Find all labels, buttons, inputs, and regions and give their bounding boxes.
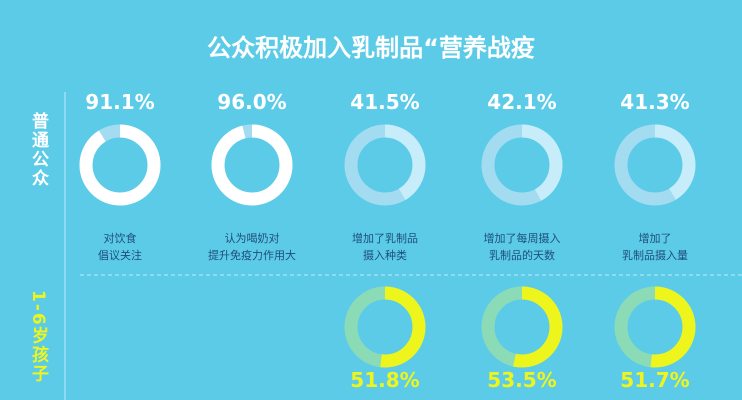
value-label: 41.5% (350, 90, 420, 114)
donut-arc (481, 286, 563, 368)
value-label: 41.3% (620, 90, 690, 114)
caption: 增加了每周摄入 乳制品的天数 (483, 232, 561, 262)
caption: 增加了 乳制品摄入量 (622, 232, 688, 262)
value-label: 51.7% (620, 368, 690, 392)
donut-arc (344, 124, 426, 206)
group-label: 1-6岁孩子 (28, 290, 48, 384)
value-label: 42.1% (487, 90, 557, 114)
value-label: 53.5% (487, 368, 557, 392)
chart-title: 公众积极加入乳制品“营养战疫 (207, 34, 535, 62)
value-label: 91.1% (85, 90, 155, 114)
value-label: 96.0% (217, 90, 287, 114)
caption: 对饮食 倡议关注 (98, 232, 142, 262)
caption: 增加了乳制品 摄入种类 (352, 232, 418, 262)
group-label: 普通公众 (28, 112, 48, 188)
donut-arc (614, 124, 696, 206)
donut-arc (79, 124, 161, 206)
donut-arc (211, 124, 293, 206)
donut-arc (614, 286, 696, 368)
donut-arc (344, 286, 426, 368)
donut-arc (481, 124, 563, 206)
caption: 认为喝奶对 提升免疫力作用大 (208, 232, 296, 262)
value-label: 51.8% (350, 368, 420, 392)
